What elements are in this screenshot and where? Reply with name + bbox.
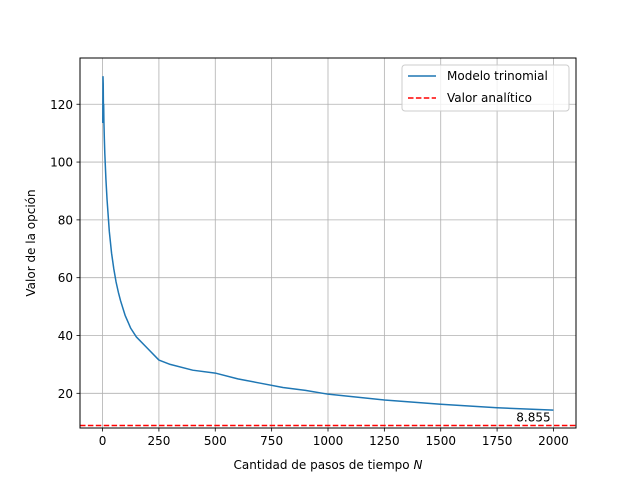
legend-label-modelo-trinomial: Modelo trinomial [447, 69, 548, 83]
x-tick-label: 750 [260, 434, 283, 448]
x-tick-label: 250 [147, 434, 170, 448]
legend: Modelo trinomial Valor analítico [402, 65, 569, 111]
x-tick-label: 500 [204, 434, 227, 448]
x-tick-label: 1500 [425, 434, 456, 448]
y-tick-label: 40 [58, 329, 73, 343]
x-axis-label-var: N [413, 458, 422, 472]
y-tick-label: 120 [50, 98, 73, 112]
analytic-value-annotation: 8.855 [516, 411, 550, 425]
x-axis-label-text: Cantidad de pasos de tiempo [234, 458, 410, 472]
x-axis-label: Cantidad de pasos de tiempo N [234, 458, 423, 472]
x-tick-label: 0 [99, 434, 107, 448]
y-tick-label: 20 [58, 387, 73, 401]
x-tick-label: 1750 [482, 434, 513, 448]
legend-label-valor-analitico: Valor analítico [447, 91, 532, 105]
x-tick-label: 1250 [369, 434, 400, 448]
x-tick-label: 1000 [313, 434, 344, 448]
y-axis-label: Valor de la opción [24, 189, 38, 296]
x-tick-label: 2000 [538, 434, 569, 448]
y-tick-label: 60 [58, 271, 73, 285]
y-tick-label: 80 [58, 213, 73, 227]
y-tick-label: 100 [50, 156, 73, 170]
